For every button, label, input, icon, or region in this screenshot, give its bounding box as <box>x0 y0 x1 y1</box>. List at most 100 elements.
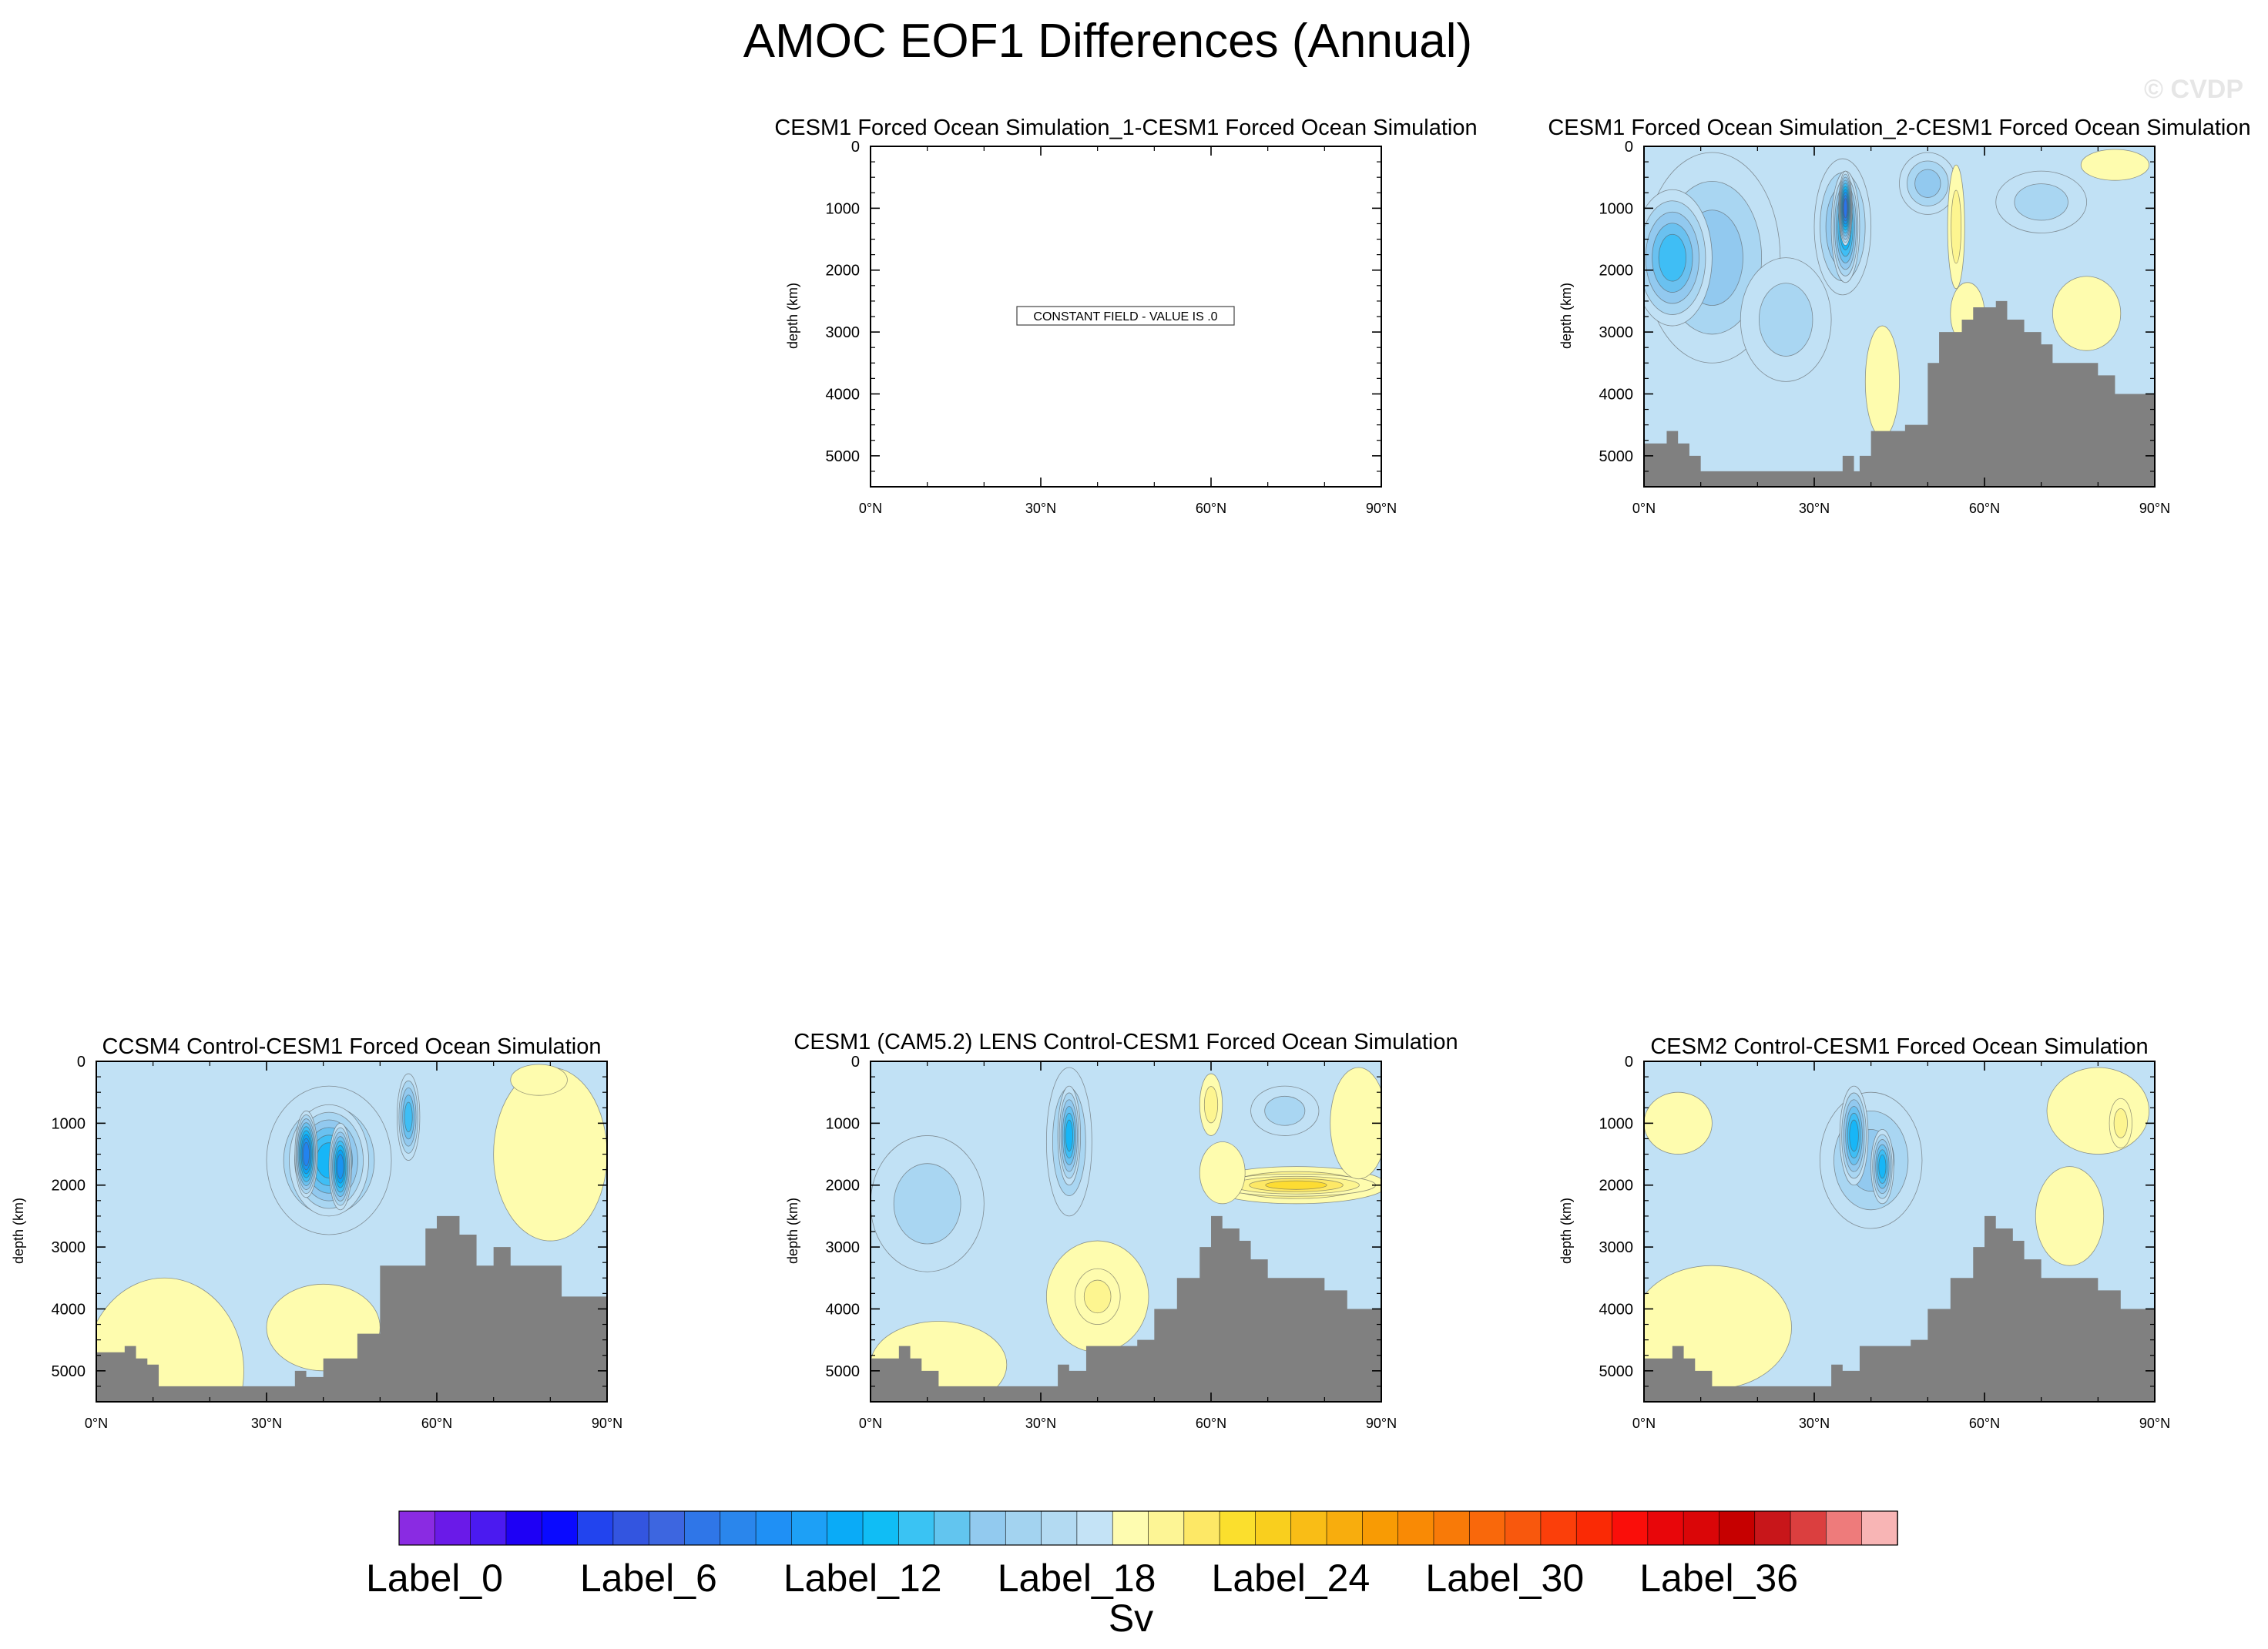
x-tick-label: 30°N <box>1025 501 1056 516</box>
colorbar-frame <box>398 1510 1898 1546</box>
colorbar-box-1 <box>434 1510 471 1546</box>
x-tick-label: 30°N <box>251 1416 282 1431</box>
colorbar-box-26 <box>1326 1510 1364 1546</box>
y-tick-label: 2000 <box>52 1178 86 1195</box>
colorbar-label: Label_18 <box>998 1557 1156 1600</box>
y-tick-label: 0 <box>1625 1054 1633 1071</box>
colorbar-box-17 <box>1005 1510 1042 1546</box>
x-tick-label: 60°N <box>1196 1416 1226 1431</box>
y-tick-label: 5000 <box>1599 1363 1634 1380</box>
colorbar-label: Label_30 <box>1425 1557 1584 1600</box>
panel-title: CESM1 Forced Ocean Simulation_2-CESM1 Fo… <box>1548 116 2250 140</box>
contour-cell-5-level-1 <box>2046 1067 2150 1155</box>
colorbar-box-34 <box>1612 1510 1649 1546</box>
contour-cell-5-level-9 <box>303 1141 310 1167</box>
panel-1: CESM1 Forced Ocean Simulation_1-CESM1 Fo… <box>774 116 1477 516</box>
colorbar-box-32 <box>1540 1510 1578 1546</box>
figure-title: AMOC EOF1 Differences (Annual) <box>743 15 1472 68</box>
y-tick-label: 5000 <box>1599 448 1634 465</box>
colorbar-box-31 <box>1505 1510 1542 1546</box>
y-tick-label: 0 <box>851 1054 860 1071</box>
y-tick-label: 5000 <box>52 1363 86 1380</box>
x-tick-label: 30°N <box>1799 1416 1830 1431</box>
contour-cell-6-level-8 <box>337 1154 344 1179</box>
y-tick-label: 3000 <box>1599 324 1634 341</box>
y-tick-label: 4000 <box>1599 386 1634 403</box>
x-tick-label: 30°N <box>1799 501 1830 516</box>
contour-cell-1-level-5 <box>1658 233 1686 282</box>
contour-cell-8-level-1 <box>1864 325 1900 438</box>
colorbar-box-38 <box>1754 1510 1791 1546</box>
y-axis-label: depth (km) <box>1558 283 1574 349</box>
y-tick-label: 1000 <box>826 200 861 217</box>
x-tick-label: 30°N <box>1025 1416 1056 1431</box>
plot-area <box>871 1061 1381 1402</box>
contour-cell-4-level-2 <box>1083 1279 1112 1314</box>
colorbar-box-27 <box>1362 1510 1399 1546</box>
colorbar-box-36 <box>1683 1510 1720 1546</box>
colorbar-box-19 <box>1076 1510 1113 1546</box>
contour-cell-7-level-1 <box>2035 1166 2105 1266</box>
colorbar-box-30 <box>1468 1510 1506 1546</box>
contour-cell-7-level-2 <box>2014 183 2068 221</box>
plot-area <box>1644 146 2155 487</box>
colorbar-box-39 <box>1790 1510 1827 1546</box>
colorbar-box-24 <box>1255 1510 1292 1546</box>
bathymetry-land <box>871 1215 1381 1402</box>
contour-cell-1-level-1 <box>1644 1091 1713 1155</box>
colorbar-box-20 <box>1112 1510 1149 1546</box>
x-tick-label: 90°N <box>592 1416 622 1431</box>
colorbar-box-15 <box>934 1510 971 1546</box>
contour-cell-7-level-4 <box>1265 1180 1327 1190</box>
colorbar-units: Sv <box>1109 1597 1153 1640</box>
contour-panels: CESM1 Forced Ocean Simulation_1-CESM1 Fo… <box>11 116 2251 1431</box>
colorbar-box-13 <box>862 1510 900 1546</box>
bathymetry-land <box>1644 300 2155 487</box>
y-tick-label: 4000 <box>52 1301 86 1318</box>
constant-field-label: CONSTANT FIELD - VALUE IS .0 <box>1016 306 1235 326</box>
colorbar-box-23 <box>1219 1510 1256 1546</box>
colorbar-box-9 <box>720 1510 757 1546</box>
y-tick-label: 3000 <box>826 1239 861 1256</box>
panel-5: CESM2 Control-CESM1 Forced Ocean Simulat… <box>1558 1034 2170 1431</box>
colorbar-box-2 <box>470 1510 507 1546</box>
panel-3: CCSM4 Control-CESM1 Forced Ocean Simulat… <box>11 1034 622 1431</box>
panel-title: CESM1 (CAM5.2) LENS Control-CESM1 Forced… <box>793 1030 1458 1054</box>
colorbar-box-4 <box>541 1510 579 1546</box>
y-axis-label: depth (km) <box>785 283 800 349</box>
y-tick-label: 5000 <box>826 1363 861 1380</box>
y-tick-label: 2000 <box>1599 1178 1634 1195</box>
colorbar-box-0 <box>398 1510 436 1546</box>
colorbar-label: Label_24 <box>1212 1557 1371 1600</box>
contour-cell-6-level-2 <box>2113 1108 2128 1138</box>
colorbar-box-14 <box>898 1510 935 1546</box>
panel-title: CESM2 Control-CESM1 Forced Ocean Simulat… <box>1650 1034 2148 1059</box>
plot-area <box>1644 1061 2155 1402</box>
constant-field-text: CONSTANT FIELD - VALUE IS .0 <box>1033 310 1217 323</box>
colorbar-label: Label_12 <box>783 1557 942 1600</box>
contour-cell-2-level-6 <box>1065 1119 1073 1152</box>
y-axis-label: depth (km) <box>11 1198 26 1264</box>
colorbar-box-33 <box>1575 1510 1613 1546</box>
contour-cell-9-level-1 <box>1199 1141 1246 1205</box>
colorbar: Label_0 Label_6 Label_12 Label_18 Label_24 La… <box>366 1510 1898 1640</box>
contour-cell-8-level-2 <box>1203 1086 1219 1124</box>
contour-cell-6-level-3 <box>1914 169 1941 198</box>
colorbar-box-41 <box>1861 1510 1898 1546</box>
y-tick-label: 5000 <box>826 448 861 465</box>
panel-title: CCSM4 Control-CESM1 Forced Ocean Simulat… <box>102 1034 602 1059</box>
x-tick-label: 60°N <box>1969 501 2000 516</box>
y-tick-label: 0 <box>851 139 860 156</box>
x-tick-label: 0°N <box>85 1416 108 1431</box>
colorbar-box-5 <box>577 1510 614 1546</box>
y-tick-label: 0 <box>1625 139 1633 156</box>
y-tick-label: 4000 <box>826 1301 861 1318</box>
bathymetry-land <box>1644 1215 2155 1402</box>
panel-2: CESM1 Forced Ocean Simulation_2-CESM1 Fo… <box>1548 116 2250 516</box>
watermark: © CVDP <box>2144 75 2243 104</box>
colorbar-label: Label_0 <box>366 1557 503 1600</box>
x-tick-label: 0°N <box>859 501 882 516</box>
colorbar-box-37 <box>1719 1510 1756 1546</box>
x-tick-label: 0°N <box>859 1416 882 1431</box>
